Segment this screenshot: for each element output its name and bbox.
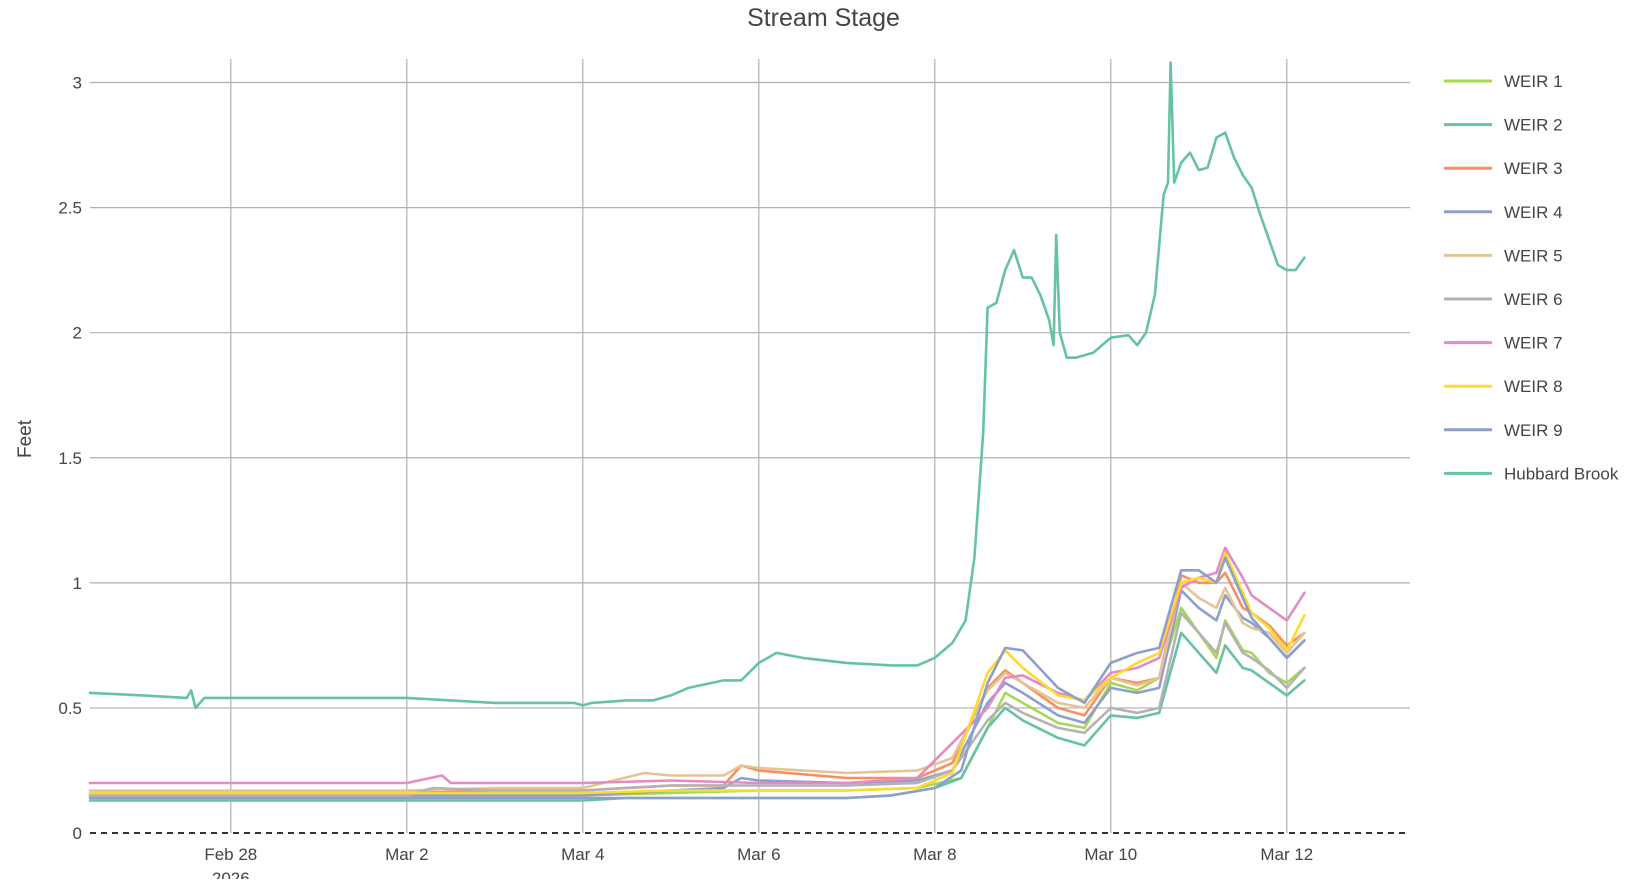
y-tick-label: 0.5	[58, 699, 82, 718]
y-axis-title: Feet	[15, 419, 36, 458]
x-tick-label: Mar 12	[1260, 845, 1313, 864]
series-line-weir-9[interactable]	[88, 556, 1306, 800]
x-tick-label: Feb 28	[204, 845, 257, 864]
y-tick-label: 0	[73, 824, 82, 843]
legend-label[interactable]: WEIR 1	[1504, 72, 1563, 91]
y-tick-label: 2	[73, 324, 82, 343]
chart-title: Stream Stage	[747, 4, 900, 32]
series-line-weir-6[interactable]	[88, 611, 1306, 797]
x-tick-label: Mar 6	[737, 845, 780, 864]
series-line-weir-1[interactable]	[88, 606, 1306, 797]
x-tick-label: Mar 2	[385, 845, 428, 864]
legend-label[interactable]: Hubbard Brook	[1504, 464, 1619, 483]
legend-label[interactable]: WEIR 8	[1504, 377, 1563, 396]
x-tick-label: Mar 4	[561, 845, 604, 864]
series-line-weir-3[interactable]	[88, 571, 1306, 795]
y-tick-label: 1.5	[58, 449, 82, 468]
series-line-weir-4[interactable]	[88, 589, 1306, 797]
legend-label[interactable]: WEIR 3	[1504, 159, 1563, 178]
legend-label[interactable]: WEIR 7	[1504, 334, 1563, 353]
y-tick-label: 1	[73, 574, 82, 593]
x-tick-label: Mar 8	[913, 845, 956, 864]
series-line-weir-8[interactable]	[88, 551, 1306, 795]
legend-label[interactable]: WEIR 2	[1504, 116, 1563, 135]
legend-label[interactable]: WEIR 4	[1504, 203, 1563, 222]
x-tick-label: Mar 10	[1084, 845, 1137, 864]
series-line-weir-7[interactable]	[88, 546, 1306, 785]
y-tick-label: 3	[73, 74, 82, 93]
series-line-hubbard-brook[interactable]	[88, 61, 1306, 710]
x-tick-sublabel: 2026	[212, 869, 250, 879]
y-tick-label: 2.5	[58, 199, 82, 218]
legend-label[interactable]: WEIR 9	[1504, 421, 1563, 440]
legend-label[interactable]: WEIR 5	[1504, 246, 1563, 265]
legend-label[interactable]: WEIR 6	[1504, 290, 1563, 309]
